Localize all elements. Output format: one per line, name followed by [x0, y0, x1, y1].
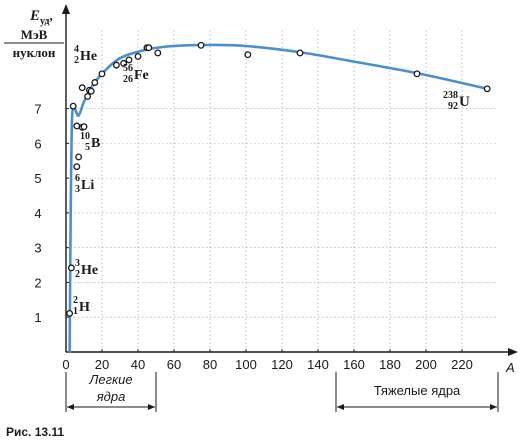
data-point	[84, 92, 92, 100]
x-tick-label: 160	[343, 357, 365, 372]
y-axis-label: Eуд, МэВ нуклон	[4, 8, 64, 60]
isotope-charge: 2	[75, 269, 80, 280]
y-tick-label: 7	[34, 102, 41, 117]
isotope-mass: 4	[74, 44, 79, 55]
isotope-symbol: He	[81, 263, 98, 278]
y-tick-label: 3	[34, 241, 41, 256]
x-tick-label: 80	[203, 357, 217, 372]
isotope-label: 105 B	[80, 131, 100, 153]
data-point	[91, 79, 99, 86]
data-point	[125, 56, 133, 64]
region-arrow-right	[148, 404, 155, 410]
x-tick-label: 0	[62, 357, 69, 372]
y-axis-arrow	[62, 4, 70, 14]
x-tick-label: 60	[167, 357, 181, 372]
isotope-mass: 6	[75, 173, 80, 184]
isotope-mass: 238	[443, 90, 458, 101]
figure-caption: Рис. 13.11	[6, 425, 65, 439]
isotope-charge: 5	[85, 142, 90, 153]
data-point	[73, 122, 81, 130]
region-label: ядра	[96, 389, 126, 404]
isotope-mass: 3	[75, 258, 80, 269]
grid	[66, 28, 498, 352]
isotope-charge: 2	[74, 55, 79, 66]
data-point	[87, 87, 95, 95]
data-point	[75, 153, 83, 161]
isotope-symbol: Fe	[134, 68, 149, 83]
region-arrow-left	[67, 404, 74, 410]
data-point	[483, 85, 491, 93]
data-point	[145, 44, 153, 52]
series-curve	[68, 43, 489, 354]
isotope-charge: 1	[73, 306, 78, 317]
isotope-label: 32 He	[75, 258, 98, 280]
svg-text:Eуд,: Eуд,	[29, 8, 53, 27]
isotope-symbol: Li	[81, 178, 94, 193]
isotope-charge: 3	[75, 184, 80, 195]
data-point	[134, 52, 142, 60]
isotope-label: 21 H	[73, 295, 90, 317]
data-point	[73, 163, 81, 171]
data-point	[69, 102, 77, 110]
data-points	[66, 41, 491, 317]
data-point	[80, 123, 88, 131]
x-tick-label: 20	[95, 357, 109, 372]
isotope-symbol: He	[80, 49, 97, 64]
data-point	[78, 84, 86, 92]
x-axis-label: A	[505, 360, 515, 375]
isotope-symbol: U	[459, 94, 470, 110]
data-point	[112, 61, 120, 69]
y-tick-labels: 1 2 3 4 5 6 7	[34, 102, 69, 325]
region-arrow-left	[337, 404, 344, 410]
data-point	[296, 49, 304, 57]
y-label-per: нуклон	[13, 45, 56, 60]
data-point	[244, 51, 252, 59]
axes	[62, 4, 518, 356]
data-point	[413, 70, 421, 78]
isotope-label: 42 He	[74, 44, 97, 66]
data-point	[120, 59, 128, 67]
x-tick-label: 180	[379, 357, 401, 372]
y-label-sub: уд	[40, 16, 49, 27]
x-tick-label: 140	[307, 357, 329, 372]
isotope-mass: 2	[73, 295, 78, 306]
data-point	[197, 41, 205, 49]
y-tick-label: 5	[34, 171, 41, 186]
y-tick-label: 2	[34, 275, 41, 290]
region-label: Тяжелые ядра	[374, 383, 461, 398]
isotope-mass: 10	[80, 131, 90, 142]
y-tick-label: 4	[34, 206, 41, 221]
y-label-symbol: E	[29, 8, 40, 24]
x-tick-label: 220	[451, 357, 473, 372]
data-point	[66, 309, 74, 317]
isotope-charge: 26	[123, 74, 133, 85]
isotope-symbol: H	[79, 300, 90, 315]
data-point	[98, 70, 106, 78]
x-tick-label: 120	[271, 357, 293, 372]
x-tick-label: 40	[131, 357, 145, 372]
region-arrow-right	[490, 404, 497, 410]
x-tick-labels: 0 20 40 60 80 100 120 140 160 180 200 220	[62, 349, 473, 372]
x-tick-label: 100	[235, 357, 257, 372]
region-bracket: Легкие ядра	[65, 372, 157, 412]
isotope-symbol: B	[91, 136, 100, 151]
isotope-label: 63 Li	[75, 173, 94, 195]
isotope-charge: 92	[448, 101, 458, 112]
y-tick-label: 1	[34, 310, 41, 325]
data-point	[67, 264, 75, 272]
x-axis-arrow	[508, 348, 518, 356]
region-brackets: Легкие ядра Тяжелые ядра	[65, 372, 499, 412]
y-label-unit: МэВ	[21, 27, 48, 42]
y-tick-label: 6	[34, 136, 41, 151]
region-label: Легкие	[88, 372, 132, 387]
isotope-mass: 56	[123, 63, 133, 74]
x-tick-label: 200	[415, 357, 437, 372]
region-bracket: Тяжелые ядра	[335, 372, 499, 412]
data-point	[154, 49, 162, 57]
